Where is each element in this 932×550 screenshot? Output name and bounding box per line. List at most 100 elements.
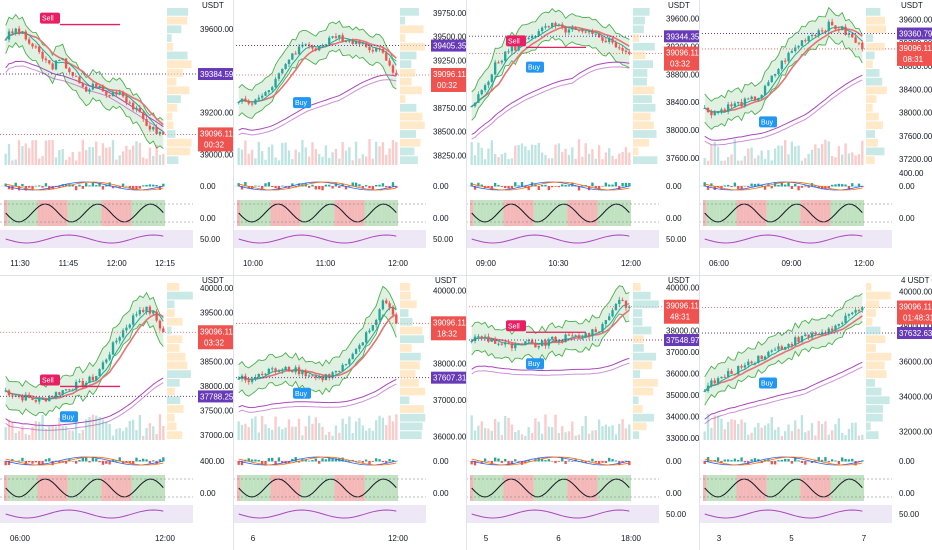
candle-body[interactable]	[830, 21, 834, 26]
candle-body[interactable]	[81, 380, 84, 387]
candle-body[interactable]	[162, 328, 165, 333]
candle-body[interactable]	[723, 376, 726, 378]
candle-body[interactable]	[105, 91, 108, 95]
candle-body[interactable]	[145, 119, 148, 126]
candle-body[interactable]	[834, 25, 837, 30]
candle-body[interactable]	[554, 22, 557, 26]
candle-body[interactable]	[487, 81, 490, 86]
chart-panel-5[interactable]: USDT40000.0039500.0039000.0038500.003800…	[0, 275, 233, 550]
buy-signal[interactable]	[759, 116, 777, 128]
candle-body[interactable]	[720, 109, 723, 112]
candle-body[interactable]	[743, 365, 747, 368]
candle-body[interactable]	[254, 377, 257, 380]
candle-body[interactable]	[624, 300, 628, 308]
candle-body[interactable]	[740, 366, 743, 368]
candle-body[interactable]	[611, 38, 614, 43]
candle-body[interactable]	[267, 90, 271, 93]
sell-signal[interactable]	[506, 35, 526, 47]
candle-body[interactable]	[753, 362, 757, 364]
candle-body[interactable]	[567, 29, 571, 33]
candle-body[interactable]	[841, 322, 844, 324]
candle-body[interactable]	[257, 97, 260, 100]
candle-body[interactable]	[757, 355, 760, 363]
candle-body[interactable]	[767, 351, 770, 357]
candle-body[interactable]	[804, 334, 807, 337]
candle-body[interactable]	[797, 45, 800, 48]
candle-body[interactable]	[851, 33, 854, 38]
candle-body[interactable]	[773, 73, 777, 76]
candle-body[interactable]	[274, 78, 277, 88]
chart-panel-7[interactable]: USDT40000.0039000.0038000.0037000.003600…	[466, 275, 699, 550]
candle-body[interactable]	[784, 346, 787, 350]
candle-body[interactable]	[706, 107, 710, 113]
chart-svg[interactable]: USDT39600.0039200.0038800.0038400.003800…	[699, 0, 932, 275]
candle-body[interactable]	[21, 31, 24, 34]
candle-body[interactable]	[68, 68, 71, 73]
candle-body[interactable]	[254, 99, 257, 105]
buy-signal[interactable]	[526, 61, 544, 73]
candle-body[interactable]	[155, 126, 158, 135]
candle-body[interactable]	[720, 376, 723, 379]
candle-body[interactable]	[277, 73, 281, 79]
candle-body[interactable]	[88, 376, 91, 383]
candle-body[interactable]	[68, 389, 71, 391]
candle-body[interactable]	[14, 28, 17, 34]
candle-body[interactable]	[514, 46, 517, 51]
candle-body[interactable]	[837, 29, 841, 31]
candle-body[interactable]	[4, 390, 7, 392]
buy-signal[interactable]	[759, 377, 777, 389]
candle-body[interactable]	[577, 29, 581, 31]
candle-body[interactable]	[111, 342, 115, 355]
candle-body[interactable]	[857, 42, 861, 44]
candle-body[interactable]	[31, 397, 34, 400]
candle-body[interactable]	[351, 40, 354, 45]
candle-body[interactable]	[348, 359, 351, 365]
candle-body[interactable]	[41, 52, 44, 59]
candle-body[interactable]	[750, 361, 753, 364]
candle-body[interactable]	[240, 98, 244, 102]
candle-body[interactable]	[381, 48, 385, 53]
candle-body[interactable]	[703, 107, 706, 109]
candle-body[interactable]	[247, 380, 250, 383]
candle-body[interactable]	[557, 24, 561, 26]
candle-body[interactable]	[351, 353, 354, 360]
candle-body[interactable]	[716, 111, 720, 113]
candle-body[interactable]	[497, 62, 500, 64]
candle-body[interactable]	[747, 98, 750, 100]
candle-body[interactable]	[480, 336, 483, 339]
candle-body[interactable]	[237, 101, 240, 103]
candle-body[interactable]	[847, 314, 851, 316]
candle-body[interactable]	[730, 370, 733, 374]
candle-body[interactable]	[483, 336, 487, 339]
candle-body[interactable]	[733, 103, 737, 107]
candle-body[interactable]	[773, 349, 777, 351]
candle-body[interactable]	[131, 315, 135, 325]
chart-svg[interactable]: USDT40000.0039000.0038000.0037000.003600…	[233, 275, 466, 550]
candle-body[interactable]	[138, 107, 142, 113]
candle-body[interactable]	[757, 98, 760, 101]
candle-body[interactable]	[470, 106, 473, 108]
chart-svg[interactable]: 4 USDT 040000.0038000.0036000.0034000.00…	[699, 275, 932, 550]
candle-body[interactable]	[841, 26, 844, 31]
candle-body[interactable]	[27, 394, 31, 398]
candle-body[interactable]	[287, 59, 291, 65]
candle-body[interactable]	[44, 398, 48, 402]
candle-body[interactable]	[61, 390, 64, 395]
candle-body[interactable]	[371, 325, 375, 331]
sell-signal[interactable]	[40, 374, 60, 386]
chart-svg[interactable]: USDT40000.0039500.0039000.0038500.003800…	[0, 275, 233, 550]
candle-body[interactable]	[827, 328, 830, 333]
candle-body[interactable]	[11, 31, 14, 34]
candle-body[interactable]	[328, 374, 331, 378]
candle-body[interactable]	[747, 361, 750, 366]
candle-body[interactable]	[490, 74, 493, 82]
candle-body[interactable]	[597, 33, 601, 38]
candle-body[interactable]	[820, 30, 824, 32]
candle-body[interactable]	[554, 336, 557, 342]
candle-body[interactable]	[713, 112, 716, 116]
candle-body[interactable]	[125, 96, 128, 103]
candle-body[interactable]	[504, 51, 507, 61]
candle-body[interactable]	[723, 109, 726, 112]
candle-body[interactable]	[17, 395, 21, 397]
candle-body[interactable]	[44, 58, 48, 61]
